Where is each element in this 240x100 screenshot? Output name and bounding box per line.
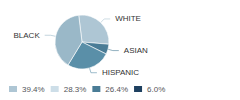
svg-text:6.0%: 6.0% [147, 85, 165, 94]
svg-text:HISPANIC: HISPANIC [102, 68, 139, 77]
svg-text:39.4%: 39.4% [22, 85, 45, 94]
svg-text:26.4%: 26.4% [105, 85, 128, 94]
svg-text:BLACK: BLACK [13, 31, 40, 40]
svg-text:ASIAN: ASIAN [124, 46, 148, 55]
svg-text:28.3%: 28.3% [64, 85, 87, 94]
svg-text:WHITE: WHITE [115, 14, 141, 23]
